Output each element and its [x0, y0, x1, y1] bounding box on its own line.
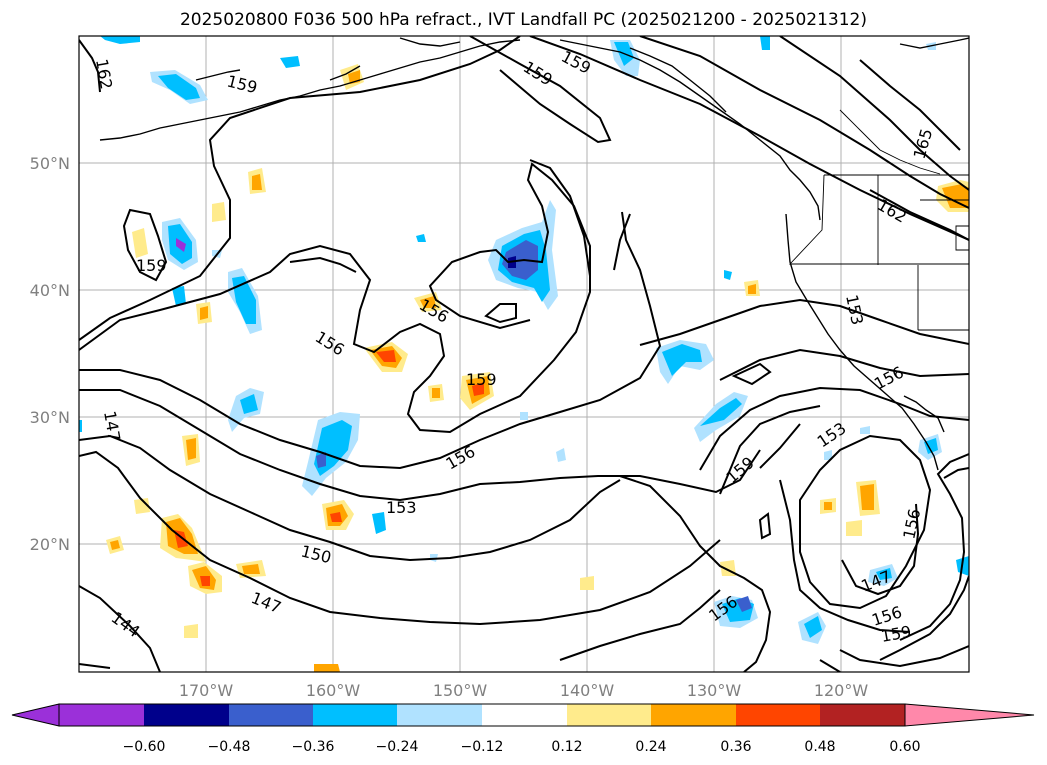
lat-label: 40°N: [30, 281, 70, 300]
lon-label: 140°W: [560, 681, 615, 700]
lon-label: 120°W: [814, 681, 869, 700]
colorbar-segment: [736, 704, 820, 726]
lat-label: 50°N: [30, 154, 70, 173]
graticule: [79, 36, 969, 672]
colorbar-tick-label: 0.60: [889, 739, 920, 755]
colorbar-ticks: −0.60 −0.48 −0.36 −0.24 −0.12 0.12 0.24 …: [123, 739, 921, 755]
colorbar-tick-label: 0.48: [804, 739, 835, 755]
longitude-labels: 170°W 160°W 150°W 140°W 130°W 120°W: [179, 681, 869, 700]
shaded-anomalies: [79, 36, 969, 672]
colorbar-outline: [58, 703, 906, 727]
colorbar-extend-low: [11, 703, 60, 727]
contour-label: 159: [136, 256, 167, 275]
colorbar-segment: [313, 704, 397, 726]
colorbar-tick-label: 0.12: [551, 739, 582, 755]
colorbar: −0.60 −0.48 −0.36 −0.24 −0.12 0.12 0.24 …: [11, 703, 1035, 755]
colorbar-segment: [229, 704, 313, 726]
contour-label: 153: [386, 498, 417, 517]
colorbar-segment: [820, 704, 905, 726]
map-title: 2025020800 F036 500 hPa refract., IVT La…: [179, 10, 867, 30]
lon-label: 170°W: [179, 681, 234, 700]
contour-lines: [79, 36, 969, 672]
lon-label: 160°W: [306, 681, 361, 700]
colorbar-tick-label: −0.60: [123, 739, 166, 755]
political-boundaries: [788, 109, 969, 331]
colorbar-tick-label: 0.24: [635, 739, 666, 755]
colorbar-extend-high: [904, 703, 1035, 727]
lon-label: 130°W: [687, 681, 742, 700]
colorbar-tick-label: −0.12: [461, 739, 504, 755]
map-plot-area: 162 159 159 159 159 156 156 159 165 162 …: [79, 36, 969, 672]
colorbar-tick-label: −0.24: [376, 739, 419, 755]
lat-label: 20°N: [30, 535, 70, 554]
colorbar-tick-label: 0.36: [720, 739, 751, 755]
colorbar-tick-label: −0.48: [208, 739, 251, 755]
colorbar-segment: [144, 704, 229, 726]
coastlines: [99, 37, 969, 471]
colorbar-tick-label: −0.36: [292, 739, 335, 755]
colorbar-segment: [59, 704, 144, 726]
colorbar-segment: [651, 704, 736, 726]
map-frame: [78, 35, 970, 673]
lon-label: 150°W: [433, 681, 488, 700]
colorbar-segment: [482, 704, 567, 726]
lat-label: 30°N: [30, 408, 70, 427]
colorbar-segment: [397, 704, 482, 726]
colorbar-segment: [567, 704, 651, 726]
contour-label: 159: [466, 370, 497, 389]
latitude-labels: 50°N 40°N 30°N 20°N: [30, 154, 70, 554]
